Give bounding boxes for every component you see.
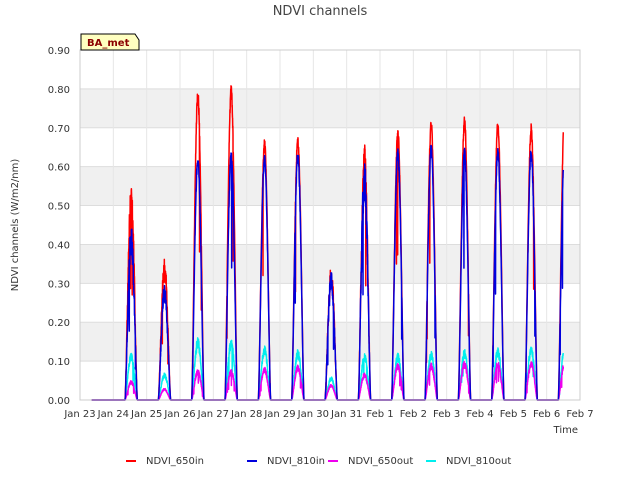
site-badge: BA_met — [80, 33, 140, 51]
x-tick-label: Feb 1 — [366, 409, 393, 420]
y-axis-label: NDVI channels (W/m2/nm) — [10, 159, 21, 292]
x-tick-label: Jan 31 — [330, 409, 362, 420]
x-axis-ticks: Jan 23 Jan 24 Jan 25 Jan 26 Jan 27 Jan 28 Jan … — [63, 409, 593, 420]
y-tick-label: 0.60 — [48, 163, 70, 174]
x-tick-label: Jan 24 — [97, 409, 129, 420]
site-badge-text: BA_met — [87, 38, 130, 49]
y-tick-label: 0.90 — [48, 46, 70, 57]
x-tick-label: Feb 5 — [500, 409, 527, 420]
legend-item-NDVI_810in: NDVI_810in — [247, 456, 325, 467]
x-tick-label: Jan 27 — [197, 409, 229, 420]
legend-label: NDVI_650out — [348, 456, 413, 467]
x-tick-label: Jan 25 — [130, 409, 162, 420]
x-tick-label: Feb 6 — [533, 409, 560, 420]
x-tick-label: Jan 23 — [63, 409, 95, 420]
x-tick-label: Jan 30 — [297, 409, 329, 420]
y-tick-label: 0.70 — [48, 124, 70, 135]
legend-label: NDVI_650in — [146, 456, 204, 467]
site-badge-box — [80, 33, 140, 51]
plot-area — [79, 49, 581, 401]
plot-band — [80, 88, 580, 128]
legend-label: NDVI_810in — [267, 456, 325, 467]
y-tick-label: 0.10 — [48, 357, 70, 368]
y-tick-label: 0.00 — [48, 396, 70, 407]
legend-item-NDVI_810out: NDVI_810out — [426, 456, 511, 467]
plot-band — [80, 322, 580, 362]
y-axis-ticks: 0.00 0.10 0.20 0.30 0.40 0.50 0.60 0.70 0.80 0.90 — [48, 46, 70, 407]
y-tick-label: 0.20 — [48, 318, 70, 329]
x-tick-label: Jan 28 — [230, 409, 262, 420]
x-tick-label: Feb 2 — [400, 409, 427, 420]
x-tick-label: Feb 4 — [466, 409, 493, 420]
legend-item-NDVI_650out: NDVI_650out — [328, 456, 413, 467]
plot-band — [80, 166, 580, 206]
y-tick-label: 0.80 — [48, 85, 70, 96]
y-tick-label: 0.40 — [48, 240, 70, 251]
x-tick-label: Feb 7 — [566, 409, 593, 420]
legend-item-NDVI_650in: NDVI_650in — [126, 456, 204, 467]
y-tick-label: 0.50 — [48, 202, 70, 213]
legend: NDVI_650in NDVI_810in NDVI_650out NDVI_810o… — [126, 456, 511, 467]
x-axis-label: Time — [553, 425, 578, 436]
x-tick-label: Feb 3 — [433, 409, 460, 420]
x-tick-label: Jan 29 — [263, 409, 295, 420]
chart-title: NDVI channels — [273, 4, 368, 19]
y-tick-label: 0.30 — [48, 279, 70, 290]
legend-label: NDVI_810out — [446, 456, 511, 467]
x-tick-label: Jan 26 — [163, 409, 195, 420]
